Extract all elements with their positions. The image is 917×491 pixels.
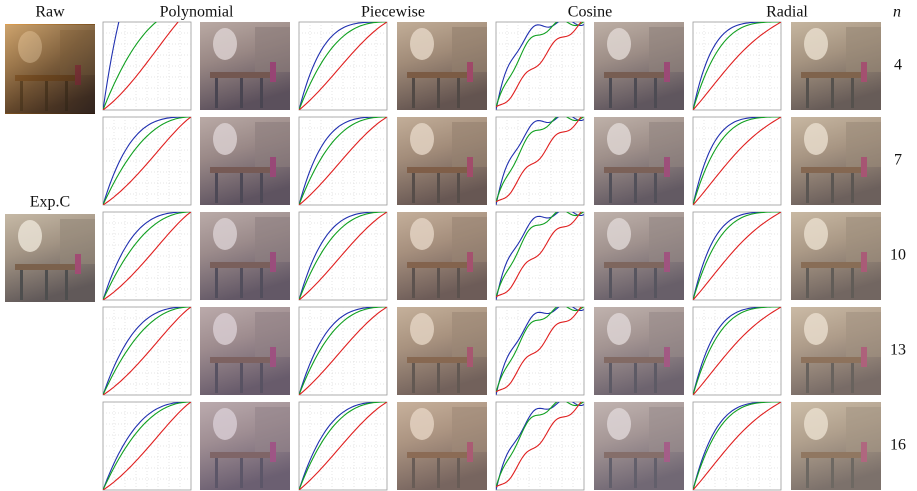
- curve-plot: [103, 212, 191, 300]
- result-image: [200, 212, 290, 300]
- tint: [200, 117, 290, 205]
- plot-frame: [299, 307, 387, 395]
- tint: [397, 212, 487, 300]
- tint: [397, 402, 487, 490]
- tint: [200, 212, 290, 300]
- plot-frame: [103, 117, 191, 205]
- raw-image: [5, 24, 95, 114]
- result-image: [594, 117, 684, 205]
- column-header: Cosine: [568, 4, 612, 21]
- curve-plot: [299, 307, 387, 395]
- plot-frame: [299, 22, 387, 110]
- tint: [791, 117, 881, 205]
- result-image: [200, 22, 290, 110]
- result-image: [397, 117, 487, 205]
- tint: [791, 212, 881, 300]
- curve-plot: [496, 114, 584, 205]
- tint: [594, 117, 684, 205]
- result-image: [200, 117, 290, 205]
- figure: Raw Exp.C n Polynomial Piecewise Cosine Rad…: [0, 0, 917, 491]
- plot-frame: [693, 402, 781, 490]
- n-label: n: [893, 4, 901, 21]
- plot-frame: [299, 117, 387, 205]
- tint: [200, 22, 290, 110]
- plot-frame: [103, 212, 191, 300]
- expc-label: Exp.C: [30, 194, 70, 211]
- tint: [200, 402, 290, 490]
- plot-frame: [693, 22, 781, 110]
- result-image: [397, 307, 487, 395]
- plot-frame: [103, 307, 191, 395]
- tint: [594, 22, 684, 110]
- tint: [594, 402, 684, 490]
- result-image: [397, 212, 487, 300]
- result-image: [200, 402, 290, 490]
- raw-label: Raw: [35, 4, 65, 21]
- row-label: 7: [894, 152, 902, 169]
- result-image: [594, 212, 684, 300]
- curve-plot: [693, 402, 781, 490]
- plot-frame: [299, 402, 387, 490]
- grid: [103, 0, 881, 490]
- curve-plot: [693, 212, 781, 300]
- result-image: [791, 117, 881, 205]
- row-label: 10: [890, 247, 906, 264]
- result-image: [594, 307, 684, 395]
- result-image: [791, 307, 881, 395]
- curve-plot: [496, 209, 584, 300]
- curve-plot: [299, 402, 387, 490]
- result-image: [791, 22, 881, 110]
- column-header: Piecewise: [361, 4, 425, 21]
- plot-frame: [299, 212, 387, 300]
- row-label: 4: [894, 57, 902, 74]
- result-image: [397, 22, 487, 110]
- tint: [791, 402, 881, 490]
- curve-plot: [103, 402, 191, 490]
- curve-plot: [299, 117, 387, 205]
- curve-plot: [496, 399, 584, 490]
- tint: [791, 307, 881, 395]
- tint: [397, 117, 487, 205]
- curve-plot: [693, 307, 781, 395]
- tint: [791, 22, 881, 110]
- tint: [594, 212, 684, 300]
- result-image: [791, 212, 881, 300]
- result-image: [397, 402, 487, 490]
- result-image: [594, 402, 684, 490]
- curve-plot: [693, 22, 781, 110]
- tint: [397, 307, 487, 395]
- tint: [200, 307, 290, 395]
- result-image: [594, 22, 684, 110]
- row-label: 16: [890, 437, 906, 454]
- column-header: Radial: [766, 4, 808, 21]
- curve-plot: [103, 307, 191, 395]
- result-image: [791, 402, 881, 490]
- tint: [594, 307, 684, 395]
- expc-image: [5, 214, 95, 302]
- curve-plot: [693, 117, 781, 205]
- column-header: Polynomial: [160, 4, 234, 21]
- tint: [397, 22, 487, 110]
- curve-plot: [496, 304, 584, 395]
- curve-plot: [496, 19, 584, 110]
- plot-frame: [693, 117, 781, 205]
- result-image: [200, 307, 290, 395]
- curve-plot: [299, 212, 387, 300]
- curve-plot: [299, 22, 387, 110]
- curve-plot: [103, 117, 191, 205]
- row-label: 13: [890, 342, 906, 359]
